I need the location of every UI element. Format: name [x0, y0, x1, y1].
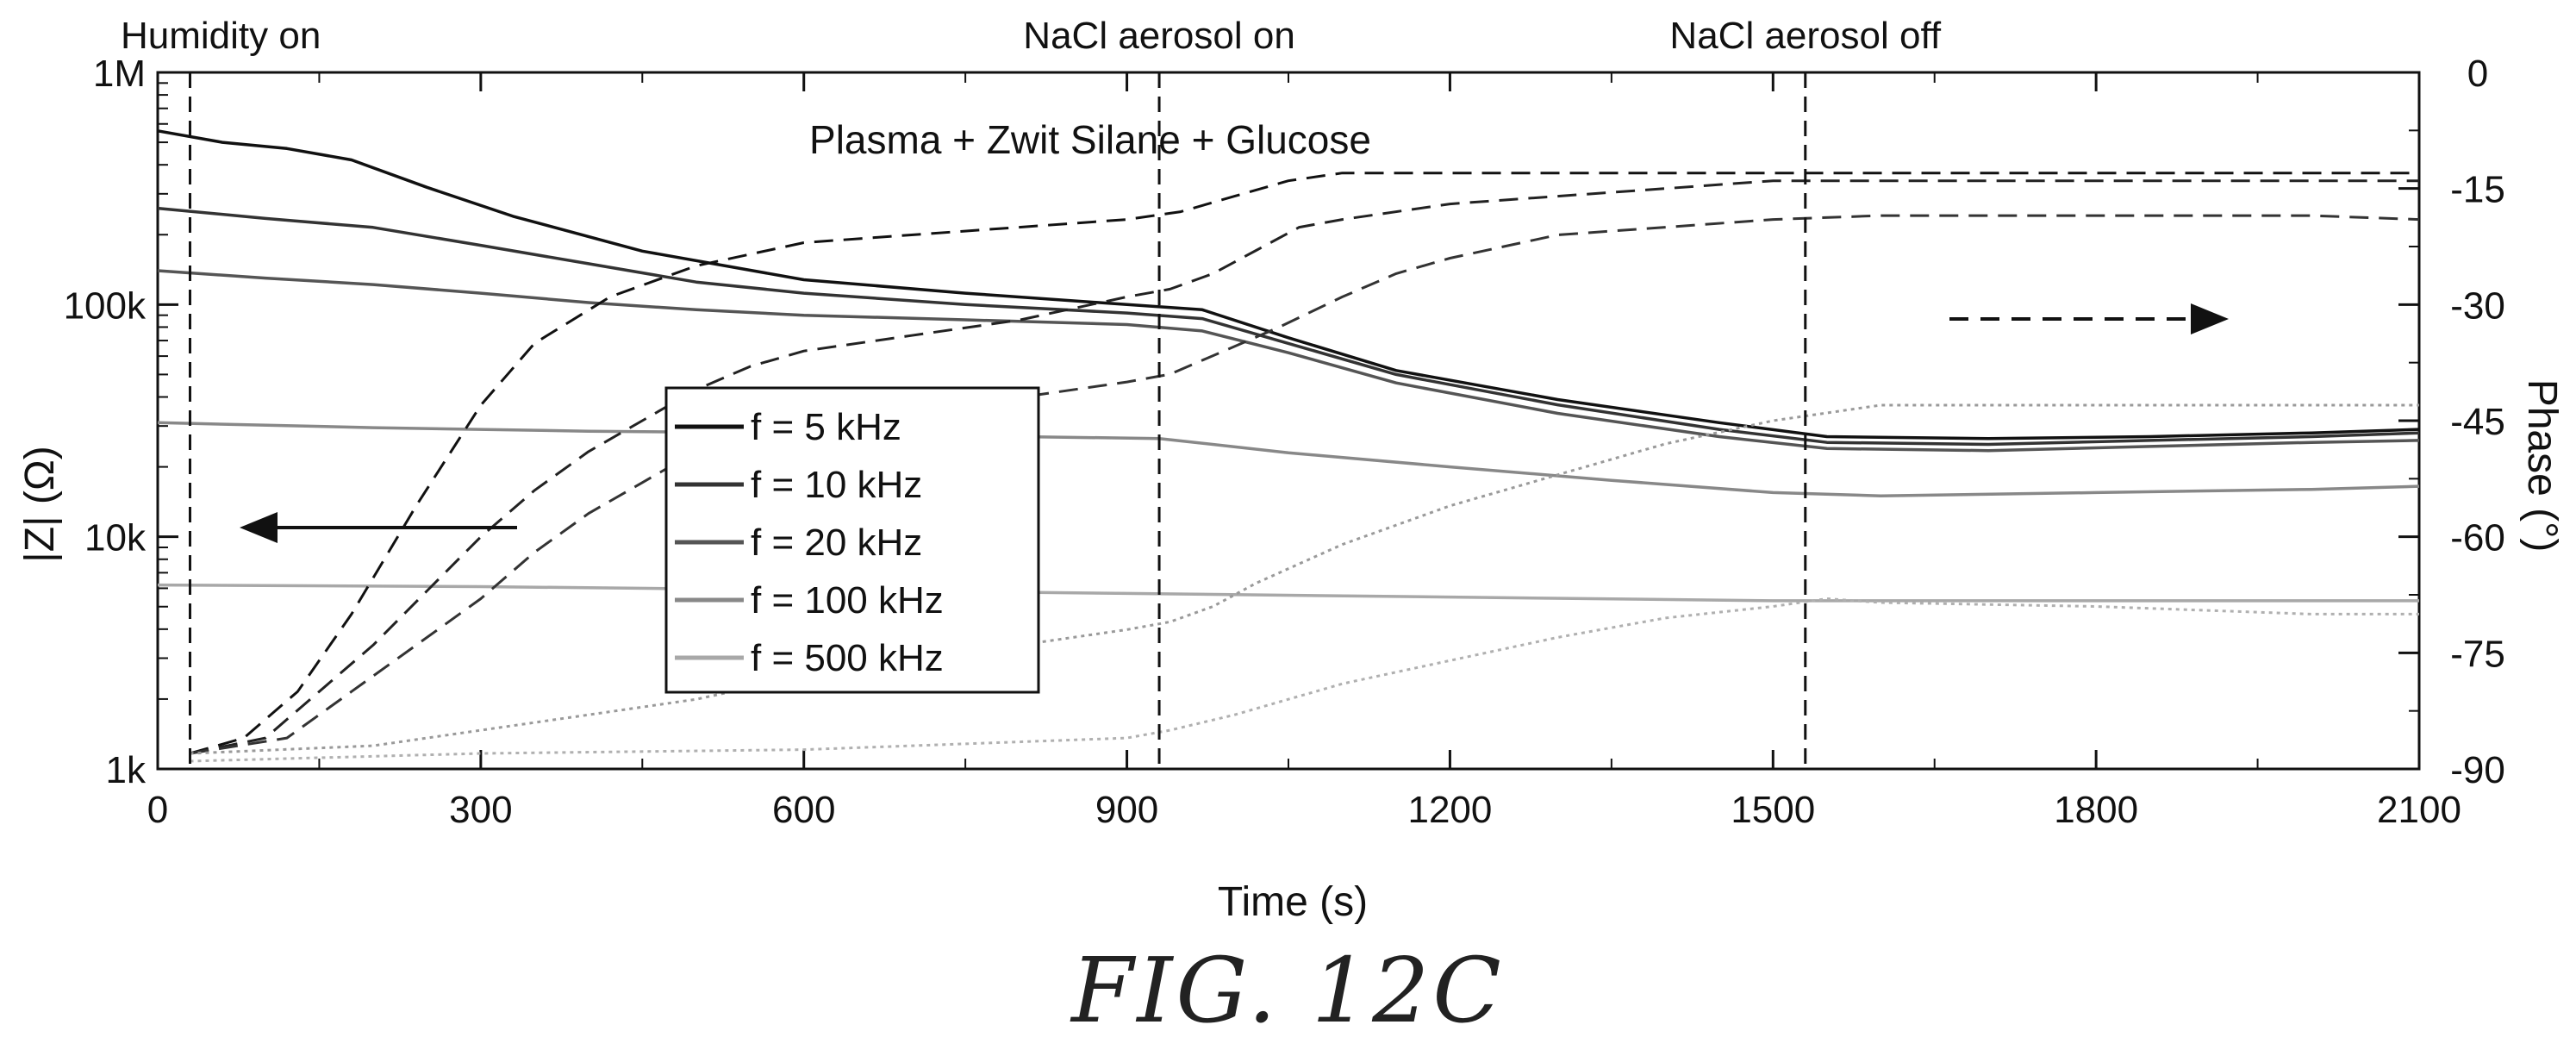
right-tick-label: -15 — [2450, 169, 2505, 211]
figure-caption: FIG. 12C — [1071, 938, 1505, 1043]
right-tick-label: -90 — [2450, 749, 2505, 791]
chart-title: Plasma + Zwit Silane + Glucose — [809, 117, 1371, 162]
right-tick-label: -75 — [2450, 633, 2505, 675]
legend: f = 5 kHz f = 10 kHz f = 20 kHz f = 100 kHz… — [664, 386, 1040, 694]
event-label: NaCl aerosol on — [1023, 15, 1295, 57]
phase-series-line — [190, 403, 2419, 755]
impedance-series-line — [157, 206, 2420, 447]
impedance-series-line — [157, 129, 2420, 441]
left-tick-label: 10k — [84, 517, 147, 559]
x-tick-label: 1200 — [1407, 789, 1492, 831]
left-axis-label: |Z| (Ω) — [17, 446, 63, 562]
x-tick-label: 900 — [1095, 789, 1158, 831]
phase-series-line — [190, 597, 2419, 763]
legend-label: f = 10 kHz — [751, 464, 922, 506]
left-tick-label: 1M — [93, 53, 146, 95]
x-tick-label: 300 — [449, 789, 512, 831]
right-tick-label: -60 — [2450, 517, 2505, 559]
phase-axis-arrow — [1949, 303, 2229, 334]
plot-area — [156, 71, 2421, 771]
legend-label: f = 20 kHz — [751, 522, 922, 564]
phase-series-line — [190, 214, 2420, 755]
x-tick-label: 1500 — [1731, 789, 1815, 831]
right-tick-label: 0 — [2467, 53, 2488, 95]
impedance-axis-arrow — [240, 512, 517, 543]
legend-label: f = 100 kHz — [751, 579, 944, 622]
event-label: Humidity on — [121, 15, 321, 57]
x-tick-label: 600 — [772, 789, 835, 831]
impedance-series-line — [157, 583, 2419, 603]
phase-series-line — [190, 172, 2419, 755]
right-tick-label: -45 — [2450, 401, 2505, 443]
legend-label: f = 500 kHz — [751, 637, 944, 679]
x-tick-label: 2100 — [2377, 789, 2461, 831]
phase-series-line — [190, 179, 2419, 755]
left-tick-label: 1k — [106, 749, 147, 791]
x-axis-label: Time (s) — [1218, 879, 1368, 925]
right-tick-label: -30 — [2450, 284, 2505, 327]
x-tick-label: 1800 — [2054, 789, 2138, 831]
legend-label: f = 5 kHz — [751, 406, 901, 448]
right-axis-label: Phase (°) — [2519, 379, 2565, 553]
x-tick-label: 0 — [147, 789, 168, 831]
impedance-series-line — [157, 421, 2420, 497]
impedance-series-line — [157, 269, 2420, 453]
left-tick-label: 100k — [64, 284, 147, 327]
event-label: NaCl aerosol off — [1669, 15, 1941, 57]
